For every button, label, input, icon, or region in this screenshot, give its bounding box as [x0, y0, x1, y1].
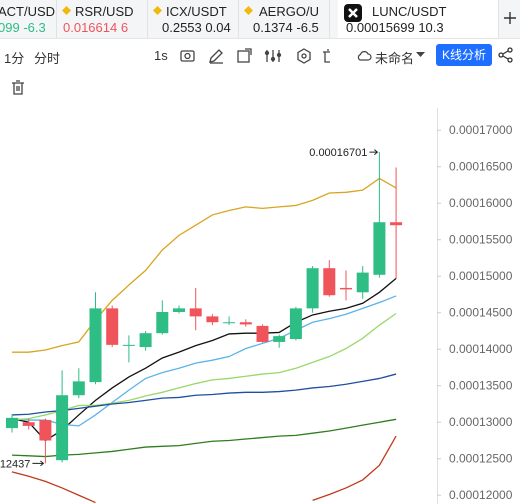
y-tick-label: 0.00015500 — [449, 233, 513, 247]
tab[interactable]: ACT/USD 099 -6.3 — [0, 0, 57, 38]
coin-icon — [344, 4, 362, 22]
y-tick-label: 0.00013500 — [449, 379, 513, 393]
gear-icon[interactable] — [297, 48, 311, 64]
candle-body — [56, 395, 69, 461]
tab-symbol: ACT/USD — [0, 4, 56, 19]
y-tick-label: 0.00014000 — [449, 342, 513, 356]
candle-body — [156, 312, 169, 334]
exchange-icon — [244, 6, 253, 15]
plot-area — [6, 152, 403, 504]
candle-body — [122, 344, 135, 346]
tab-symbol: ICX/USDT — [166, 4, 227, 19]
y-tick-label: 0.00016000 — [449, 196, 513, 210]
camera-icon[interactable] — [180, 50, 195, 62]
candle-body — [323, 268, 336, 296]
candle-body — [22, 422, 35, 426]
tab-price: 099 — [0, 20, 20, 35]
timeline[interactable]: 分时 — [34, 51, 61, 66]
y-tick-label: 0.00013000 — [449, 415, 513, 429]
settings-icon[interactable] — [264, 50, 282, 62]
analysis-button[interactable]: K线分析 — [436, 44, 492, 66]
tab-active[interactable]: LUNC/USDT 0.00015699 10.3 — [338, 0, 499, 38]
tab-bar: ACT/USD 099 -6.3 RSR/USD 0.016614 6 ICX/… — [0, 0, 520, 39]
layout-name[interactable]: 未命名 — [375, 51, 415, 66]
candle-body — [256, 325, 269, 342]
candle-body — [223, 322, 236, 324]
tab-change: 10.3 — [418, 20, 444, 35]
indicator-line — [11, 418, 397, 458]
cloud-icon — [357, 51, 372, 61]
share-icon[interactable] — [498, 47, 514, 63]
tab-price: 0.1374 — [253, 20, 293, 35]
candle-body — [273, 336, 286, 342]
indicator-line — [11, 435, 397, 504]
candle-body — [173, 308, 185, 313]
pencil-icon[interactable] — [209, 49, 223, 64]
candle-body — [139, 333, 152, 348]
tab-price: 0.00015699 — [346, 20, 415, 35]
trash-icon[interactable] — [11, 80, 25, 95]
tab-quote: 099 -6.3 — [0, 20, 46, 35]
low-annotation: 12437 — [0, 458, 30, 470]
tab-change: 0.04 — [205, 20, 231, 35]
tab-quote: 0.2553 0.04 — [162, 20, 231, 35]
indicator-line — [11, 373, 397, 416]
candle-body — [206, 316, 219, 323]
high-annotation: 0.00016701 — [309, 147, 367, 159]
candle-body — [72, 381, 85, 396]
tab-change: -6.5 — [296, 20, 319, 35]
y-tick-label: 0.00012500 — [449, 452, 513, 466]
tab-symbol: LUNC/USDT — [372, 4, 447, 19]
tab-price: 0.016614 — [63, 20, 118, 35]
candle-body — [39, 420, 52, 441]
indicator-line — [11, 277, 397, 442]
dropdown-arrow[interactable] — [416, 52, 425, 58]
delete-icon[interactable] — [323, 49, 330, 63]
indicator-line — [11, 295, 397, 427]
exchange-icon — [153, 6, 162, 15]
candle-body — [189, 308, 202, 317]
tab-quote: 0.00015699 10.3 — [346, 20, 444, 35]
tab-change: 6 — [120, 20, 129, 35]
seconds[interactable]: 1s — [154, 48, 168, 63]
candle-body — [340, 287, 352, 290]
y-tick-label: 0.00016500 — [449, 160, 513, 174]
candle-body — [306, 268, 319, 309]
tool-icons — [180, 48, 330, 64]
y-tick-label: 0.00015000 — [449, 269, 513, 283]
tab-change: -6.3 — [23, 20, 46, 35]
tab-symbol: AERGO/U — [259, 4, 319, 19]
indicator-line — [11, 312, 397, 421]
candle-body — [6, 417, 18, 429]
candle-body — [289, 308, 302, 340]
interval[interactable]: 1分 — [4, 51, 25, 66]
tab-quote: 0.1374 -6.5 — [253, 20, 319, 35]
candle-body — [373, 222, 386, 275]
annotation-arrow — [32, 460, 45, 467]
annotation-arrow — [369, 149, 379, 155]
tab-symbol: RSR/USD — [75, 4, 134, 19]
indicator-line — [12, 177, 397, 353]
toolbar: 1分 分时 1s 未命名 K线分析 — [0, 40, 520, 70]
exchange-icon — [62, 6, 71, 15]
tab[interactable]: AERGO/U 0.1374 -6.5 — [239, 0, 330, 38]
candle-body — [239, 322, 252, 325]
add-tab[interactable] — [504, 12, 516, 24]
candle-body — [390, 222, 403, 226]
candle-body — [89, 308, 102, 383]
expand-icon[interactable] — [237, 48, 252, 63]
tab-price: 0.2553 — [162, 20, 202, 35]
y-tick-label: 0.00012000 — [449, 488, 513, 502]
y-tick-label: 0.00014500 — [449, 306, 513, 320]
tab[interactable]: RSR/USD 0.016614 6 — [57, 0, 148, 38]
y-tick-label: 0.00017000 — [449, 123, 513, 137]
candle-body — [106, 308, 119, 345]
tab[interactable]: ICX/USDT 0.2553 0.04 — [148, 0, 239, 38]
tab-quote: 0.016614 6 — [63, 20, 128, 35]
candle-body — [356, 272, 369, 293]
